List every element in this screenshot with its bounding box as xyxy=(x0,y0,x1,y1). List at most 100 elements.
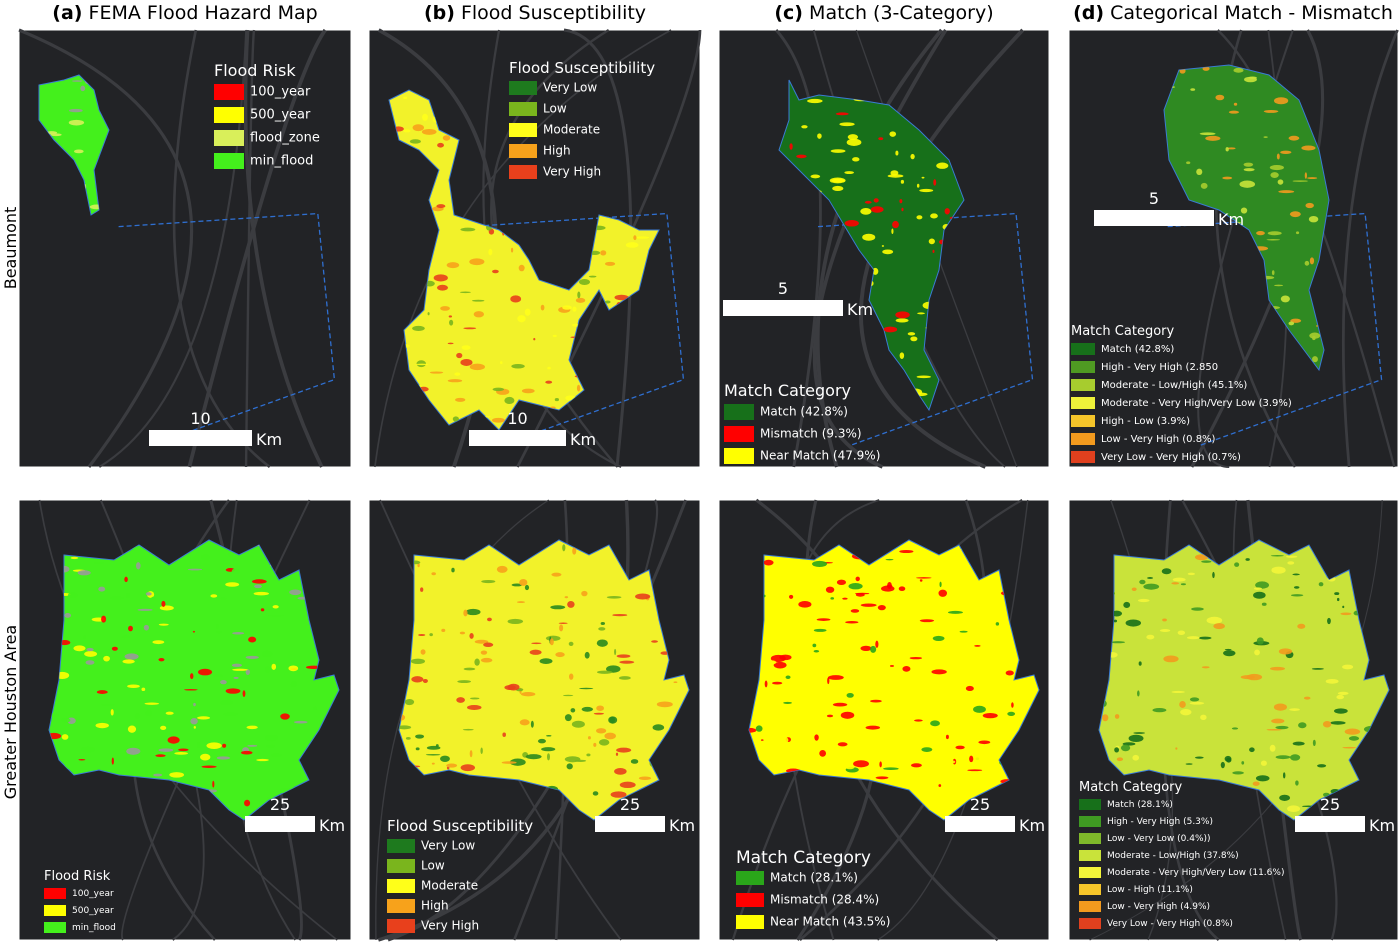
legend-swatch xyxy=(44,905,66,916)
road xyxy=(187,28,327,468)
texture-patch xyxy=(914,719,923,722)
texture-patch xyxy=(73,645,86,652)
legend-swatch xyxy=(1079,901,1101,912)
texture-patch xyxy=(1271,270,1275,276)
texture-patch xyxy=(466,705,482,711)
texture-patch xyxy=(1137,690,1140,697)
texture-patch xyxy=(431,572,436,576)
texture-patch xyxy=(953,666,966,672)
texture-patch xyxy=(939,600,954,606)
texture-patch xyxy=(916,577,932,579)
texture-patch xyxy=(1289,754,1301,761)
texture-patch xyxy=(517,315,526,323)
texture-patch xyxy=(917,312,925,315)
texture-patch xyxy=(783,622,788,626)
legend: Flood Susceptibility Very Low Low Moderate H… xyxy=(387,817,533,933)
texture-patch xyxy=(947,610,963,614)
texture-patch xyxy=(878,137,884,141)
texture-patch xyxy=(1269,744,1276,752)
texture-patch xyxy=(559,624,564,632)
texture-patch xyxy=(1288,135,1300,141)
scale-unit: Km xyxy=(570,430,596,449)
scale-unit: Km xyxy=(1218,210,1244,229)
column-title: (b) Flood Susceptibility xyxy=(424,2,646,24)
texture-patch xyxy=(415,734,425,739)
texture-patch xyxy=(465,608,481,616)
texture-patch xyxy=(61,717,71,723)
texture-patch xyxy=(409,139,421,144)
texture-patch xyxy=(1244,76,1257,83)
legend-swatch xyxy=(1071,415,1095,427)
legend-label: Very Low - Very High (0.7%) xyxy=(1101,452,1241,463)
texture-patch xyxy=(835,112,849,116)
texture-patch xyxy=(1309,257,1315,265)
texture-patch xyxy=(245,655,259,659)
texture-patch xyxy=(842,597,848,600)
texture-patch xyxy=(151,596,155,600)
texture-patch xyxy=(850,609,860,613)
legend-swatch xyxy=(724,404,754,420)
texture-patch xyxy=(160,725,167,731)
legend-swatch xyxy=(509,165,537,179)
texture-patch xyxy=(145,769,148,778)
legend-label: Moderate - Low/High (37.8%) xyxy=(1107,851,1239,861)
legend-swatch xyxy=(387,899,415,913)
texture-patch xyxy=(1194,756,1204,759)
texture-patch xyxy=(459,631,466,635)
texture-patch xyxy=(192,630,195,633)
texture-patch xyxy=(604,300,611,304)
texture-patch xyxy=(916,375,931,379)
texture-patch xyxy=(312,706,318,711)
texture-patch xyxy=(930,720,940,727)
texture-patch xyxy=(910,336,918,342)
legend-title: Match Category xyxy=(724,381,851,400)
texture-patch xyxy=(919,725,928,734)
texture-patch xyxy=(1222,176,1233,180)
texture-patch xyxy=(840,711,855,719)
texture-patch xyxy=(1179,701,1186,708)
texture-patch xyxy=(1186,636,1200,640)
texture-patch xyxy=(447,342,454,345)
texture-patch xyxy=(67,592,78,598)
texture-patch xyxy=(1305,202,1314,209)
texture-patch xyxy=(1177,630,1186,636)
scale-label: 25 xyxy=(270,795,290,814)
texture-patch xyxy=(530,720,534,728)
texture-patch xyxy=(921,176,925,179)
texture-patch xyxy=(1336,694,1345,700)
texture-patch xyxy=(932,689,944,696)
texture-patch xyxy=(1241,761,1245,765)
texture-patch xyxy=(1215,94,1225,101)
legend-swatch xyxy=(1071,379,1095,391)
texture-patch xyxy=(253,591,270,596)
column-letter: (b) xyxy=(424,2,455,24)
texture-patch xyxy=(924,699,937,705)
texture-patch xyxy=(1254,649,1260,656)
region xyxy=(778,79,965,412)
texture-patch xyxy=(578,279,591,286)
texture-patch xyxy=(549,638,554,646)
texture-patch xyxy=(798,600,812,608)
texture-patch xyxy=(1295,231,1300,235)
texture-patch xyxy=(1270,666,1286,671)
texture-patch xyxy=(93,561,105,565)
texture-patch xyxy=(847,134,859,140)
texture-patch xyxy=(463,327,477,330)
texture-patch xyxy=(638,776,652,781)
texture-patch xyxy=(1011,702,1014,708)
texture-patch xyxy=(446,763,458,768)
texture-patch xyxy=(442,135,451,141)
texture-patch xyxy=(516,601,526,604)
texture-patch xyxy=(846,138,862,146)
texture-patch xyxy=(932,635,945,641)
texture-patch xyxy=(125,592,131,599)
legend-swatch xyxy=(387,859,415,873)
texture-patch xyxy=(1233,67,1244,73)
texture-patch xyxy=(872,267,879,275)
texture-patch xyxy=(480,657,493,663)
texture-patch xyxy=(596,728,607,734)
texture-patch xyxy=(562,694,574,697)
texture-patch xyxy=(899,549,914,554)
texture-patch xyxy=(928,656,934,660)
texture-patch xyxy=(446,262,460,269)
